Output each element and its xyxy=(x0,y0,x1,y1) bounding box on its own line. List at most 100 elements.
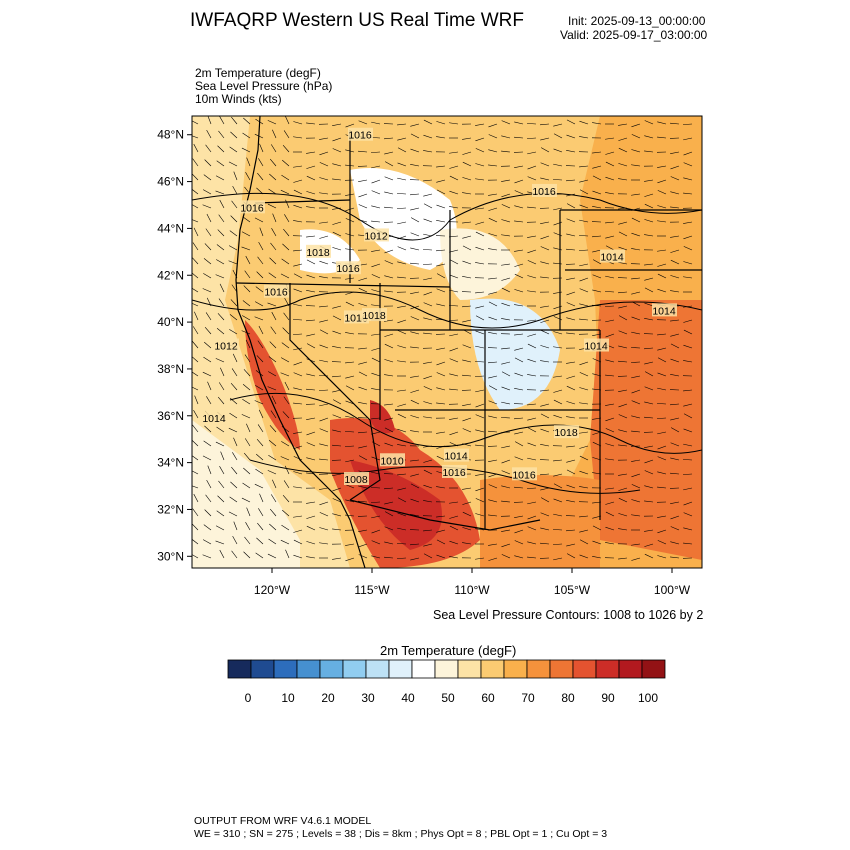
wind-barb xyxy=(605,359,615,363)
wind-barb xyxy=(579,387,589,391)
wind-barb xyxy=(204,327,212,335)
wind-barb xyxy=(358,543,368,548)
wind-barb xyxy=(332,414,342,419)
wind-barb xyxy=(192,470,199,475)
wind-barb xyxy=(618,557,628,560)
wind-barb xyxy=(397,235,407,240)
wind-barb xyxy=(206,479,212,489)
pressure-label-bg xyxy=(652,303,677,317)
wind-barb xyxy=(268,371,277,377)
wind-barb xyxy=(215,175,225,181)
wind-barb xyxy=(514,249,524,252)
wind-barb xyxy=(644,543,654,547)
wind-barb xyxy=(579,402,589,405)
wind-barb xyxy=(397,444,407,447)
wind-barb xyxy=(449,151,459,154)
wind-barb xyxy=(436,402,446,405)
wind-barb xyxy=(540,329,550,335)
wind-barb xyxy=(282,327,290,335)
wind-barb xyxy=(670,358,680,363)
wind-barb xyxy=(319,359,329,363)
wind-barb xyxy=(258,158,264,167)
wind-barb xyxy=(423,469,433,475)
wind-barb xyxy=(206,213,212,223)
wind-barb xyxy=(501,204,511,209)
wind-barb xyxy=(683,329,693,335)
wind-barb xyxy=(475,414,485,419)
wind-barb xyxy=(631,134,641,139)
wind-barb xyxy=(579,470,589,475)
wind-barb xyxy=(644,120,654,125)
wind-barb xyxy=(566,302,576,307)
wind-barb xyxy=(410,498,420,503)
pressure-label: 1016 xyxy=(336,263,360,275)
wind-barb xyxy=(345,301,355,307)
wind-barb xyxy=(618,330,628,335)
wind-barb xyxy=(371,501,381,503)
wind-barb xyxy=(205,228,212,237)
wind-barb xyxy=(332,557,342,560)
wind-barb xyxy=(233,521,238,531)
pressure-label: 1016 xyxy=(442,467,466,479)
wind-barb xyxy=(319,344,329,349)
wind-barb xyxy=(618,291,628,294)
wind-barb xyxy=(242,482,251,489)
border-42n xyxy=(235,282,451,288)
wind-barb xyxy=(683,473,693,475)
wind-barb xyxy=(358,445,368,449)
wind-barb xyxy=(192,386,199,391)
pressure-label: 1018 xyxy=(306,247,330,259)
wind-barb xyxy=(319,319,329,323)
wind-barb xyxy=(230,131,238,139)
wind-barb xyxy=(540,147,550,153)
wind-barb xyxy=(449,235,459,238)
wind-barb xyxy=(345,123,355,128)
wind-barb xyxy=(436,121,446,125)
wind-barb xyxy=(605,403,615,406)
wind-barb xyxy=(319,221,329,224)
lon-label: 120°W xyxy=(254,583,291,597)
wind-barb xyxy=(436,372,446,377)
wind-barb xyxy=(332,528,342,531)
wind-barb xyxy=(514,529,524,534)
wind-barb xyxy=(397,276,407,279)
wind-barb xyxy=(657,387,667,391)
wind-barb xyxy=(319,403,329,407)
wind-barb xyxy=(527,501,537,505)
wind-barb xyxy=(618,178,628,181)
wind-barb xyxy=(657,555,667,559)
wind-barb xyxy=(631,347,641,349)
wind-barb xyxy=(579,277,589,282)
wind-barb xyxy=(475,429,485,433)
wind-barb xyxy=(345,543,355,546)
wind-barb xyxy=(553,399,563,405)
wind-barb xyxy=(436,431,446,434)
wind-barb xyxy=(449,556,459,559)
wind-barb xyxy=(553,543,563,545)
wind-barb xyxy=(631,232,641,237)
wind-barb xyxy=(244,536,251,545)
wind-barb xyxy=(514,372,524,377)
wind-barb xyxy=(293,515,303,518)
wind-barb xyxy=(462,511,472,517)
wind-barb xyxy=(592,175,602,181)
wind-barb xyxy=(449,388,459,391)
wind-barb xyxy=(527,541,537,545)
wind-barb xyxy=(281,174,290,181)
wind-barb xyxy=(514,121,524,125)
wind-barb xyxy=(644,529,654,532)
wind-barb xyxy=(644,500,654,503)
wind-barb xyxy=(245,255,251,265)
colorbar-swatch xyxy=(434,659,459,679)
wind-barb xyxy=(217,313,225,321)
wind-barb xyxy=(566,401,576,405)
wind-barb xyxy=(332,487,342,492)
wind-barb xyxy=(410,232,420,237)
pressure-label: 1016 xyxy=(348,130,372,142)
colorbar-swatch xyxy=(618,659,643,679)
wind-barb xyxy=(683,177,693,181)
wind-barb xyxy=(436,529,446,533)
wind-barb xyxy=(462,344,472,349)
wind-barb xyxy=(257,256,264,265)
wind-barb xyxy=(229,146,238,153)
